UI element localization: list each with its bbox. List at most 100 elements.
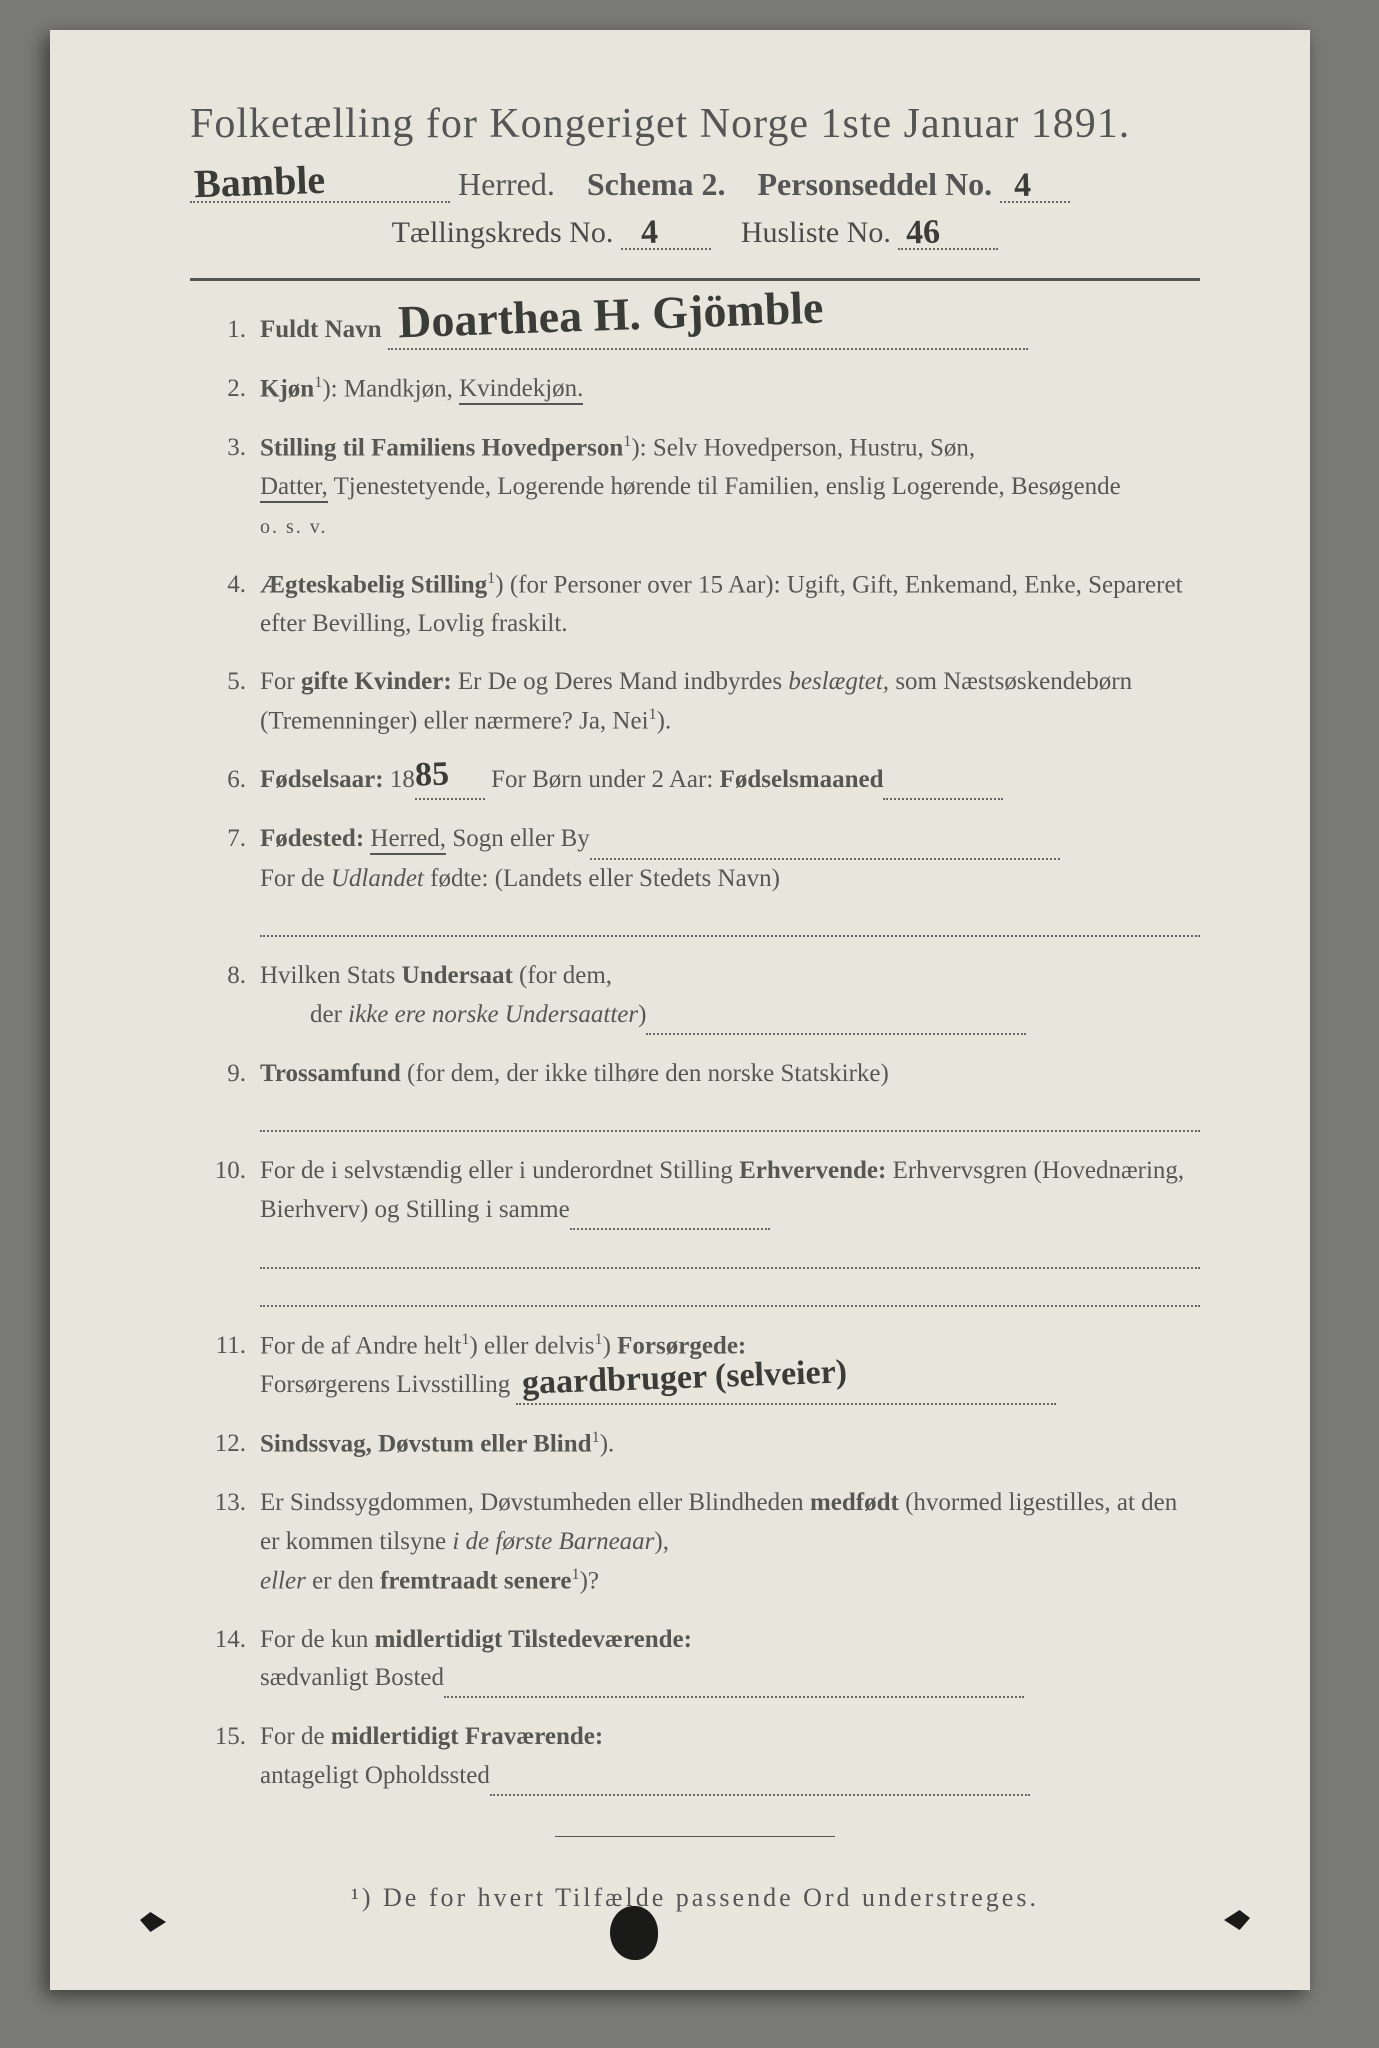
tros-body: (for dem, der ikke tilhøre den norske St… bbox=[401, 1060, 889, 1087]
herred-label: Herred. bbox=[458, 166, 555, 202]
kjon-kvinde-selected: Kvindekjøn. bbox=[459, 375, 583, 405]
header-line-2: Tællingskreds No. 4 Husliste No. 46 bbox=[190, 215, 1200, 250]
q13-g: fremtraadt senere bbox=[380, 1567, 571, 1594]
stilling-options-b: Tjenestetyende, Logerende hørende til Fa… bbox=[328, 473, 1121, 500]
item-body: Trossamfund (for dem, der ikke tilhøre d… bbox=[260, 1055, 1200, 1133]
item-number: 8. bbox=[190, 957, 260, 1035]
q15-c: antageligt Opholdssted bbox=[260, 1762, 490, 1789]
fodested-field bbox=[590, 835, 1060, 860]
erhv-field-1 bbox=[570, 1205, 770, 1230]
fuldt-navn-handwriting: Doarthea H. Gjömble bbox=[397, 271, 825, 357]
census-form-page: Folketælling for Kongeriget Norge 1ste J… bbox=[50, 30, 1310, 1990]
item-8: 8. Hvilken Stats Undersaat (for dem, der… bbox=[190, 957, 1200, 1035]
item-15: 15. For de midlertidigt Fraværende: anta… bbox=[190, 1718, 1200, 1796]
item-body: For de i selvstændig eller i underordnet… bbox=[260, 1152, 1200, 1307]
erhv-b: Erhvervende: bbox=[739, 1157, 886, 1184]
fodested-l2b: fødte: (Landets eller Stedets Navn) bbox=[424, 865, 780, 892]
footnote-text: De for hvert Tilfælde passende Ord under… bbox=[383, 1883, 1039, 1912]
item-number: 6. bbox=[190, 761, 260, 800]
husliste-field: 46 bbox=[898, 215, 998, 250]
gifte-a: For bbox=[260, 668, 301, 695]
fodested-label: Fødested: bbox=[260, 825, 364, 852]
q13-a: Er Sindssygdommen, Døvstumheden eller Bl… bbox=[260, 1489, 810, 1516]
item-7: 7. Fødested: Herred, Sogn eller By For d… bbox=[190, 820, 1200, 937]
kjon-mand: Mandkjøn, bbox=[344, 375, 453, 402]
item-4: 4. Ægteskabelig Stilling1) (for Personer… bbox=[190, 566, 1200, 644]
item-number: 5. bbox=[190, 663, 260, 741]
erhv-field-2 bbox=[260, 1244, 1200, 1269]
page-title: Folketælling for Kongeriget Norge 1ste J… bbox=[190, 100, 1200, 148]
item-body: For de af Andre helt1) eller delvis1) Fo… bbox=[260, 1327, 1200, 1405]
fuldt-navn-label: Fuldt Navn bbox=[260, 316, 382, 343]
fodsaar-post: For Børn under 2 Aar: bbox=[485, 766, 720, 793]
questions-list: 1. Fuldt Navn Doarthea H. Gjömble 2. Kjø… bbox=[190, 311, 1200, 1796]
kreds-field: 4 bbox=[621, 215, 711, 250]
stilling-options-a: Selv Hovedperson, Hustru, Søn, bbox=[653, 434, 975, 461]
q13-d: ), bbox=[654, 1528, 669, 1555]
paper-tear-right bbox=[1224, 1910, 1250, 1930]
herred-handwriting: Bamble bbox=[193, 156, 326, 208]
gifte-i: beslægtet, bbox=[788, 668, 889, 695]
kreds-label: Tællingskreds No. bbox=[392, 216, 614, 249]
item-body: Stilling til Familiens Hovedperson1): Se… bbox=[260, 429, 1200, 546]
fodested-l2i: Udlandet bbox=[331, 865, 424, 892]
item-number: 9. bbox=[190, 1055, 260, 1133]
item-12: 12. Sindssvag, Døvstum eller Blind1). bbox=[190, 1425, 1200, 1464]
gifte-b: gifte Kvinder: bbox=[301, 668, 452, 695]
fodsmnd-label: Fødselsmaaned bbox=[720, 766, 884, 793]
item-number: 14. bbox=[190, 1621, 260, 1699]
personseddel-field: 4 bbox=[1000, 166, 1070, 203]
fors-handwriting: gaardbruger (selveier) bbox=[522, 1347, 849, 1411]
stilling-label: Stilling til Familiens Hovedperson bbox=[260, 434, 623, 461]
item-number: 10. bbox=[190, 1152, 260, 1307]
item-9: 9. Trossamfund (for dem, der ikke tilhør… bbox=[190, 1055, 1200, 1133]
fuldt-navn-field: Doarthea H. Gjömble bbox=[388, 320, 1028, 350]
q14-field bbox=[444, 1674, 1024, 1699]
item-body: For de kun midlertidigt Tilstedeværende:… bbox=[260, 1621, 1200, 1699]
stilling-datter-selected: Datter, bbox=[260, 473, 328, 503]
stilling-osv: o. s. v. bbox=[260, 516, 327, 538]
item-body: Kjøn1): Mandkjøn, Kvindekjøn. bbox=[260, 370, 1200, 409]
q13-i: i de første Barneaar bbox=[452, 1528, 654, 1555]
item-number: 13. bbox=[190, 1484, 260, 1601]
item-body: Fuldt Navn Doarthea H. Gjömble bbox=[260, 311, 1200, 350]
item-3: 3. Stilling til Familiens Hovedperson1):… bbox=[190, 429, 1200, 546]
husliste-handwriting: 46 bbox=[906, 214, 941, 253]
fodsaar-field: 85 bbox=[415, 771, 485, 801]
sind-label: Sindssvag, Døvstum eller Blind bbox=[260, 1430, 592, 1457]
item-14: 14. For de kun midlertidigt Tilstedevære… bbox=[190, 1621, 1200, 1699]
herred-field: Bamble bbox=[190, 166, 450, 203]
item-body: Hvilken Stats Undersaat (for dem, der ik… bbox=[260, 957, 1200, 1035]
footnote-mark: ¹) bbox=[351, 1883, 373, 1912]
item-body: Fødselsaar: 1885 For Børn under 2 Aar: F… bbox=[260, 761, 1200, 800]
item-body: Sindssvag, Døvstum eller Blind1). bbox=[260, 1425, 1200, 1464]
q13-b: medfødt bbox=[810, 1489, 899, 1516]
q14-b: midlertidigt Tilstedeværende: bbox=[375, 1626, 692, 1653]
item-body: Er Sindssygdommen, Døvstumheden eller Bl… bbox=[260, 1484, 1200, 1601]
item-number: 1. bbox=[190, 311, 260, 350]
item-number: 4. bbox=[190, 566, 260, 644]
item-number: 3. bbox=[190, 429, 260, 546]
undersaat-i: ikke ere norske Undersaatter bbox=[348, 1001, 638, 1028]
q14-a: For de kun bbox=[260, 1626, 375, 1653]
item-number: 11. bbox=[190, 1327, 260, 1405]
item-10: 10. For de i selvstændig eller i underor… bbox=[190, 1152, 1200, 1307]
item-number: 7. bbox=[190, 820, 260, 937]
item-body: Fødested: Herred, Sogn eller By For de U… bbox=[260, 820, 1200, 937]
item-number: 12. bbox=[190, 1425, 260, 1464]
fodsaar-18: 18 bbox=[384, 766, 415, 793]
undersaat-a: Hvilken Stats bbox=[260, 962, 402, 989]
fors-a: For de af Andre helt bbox=[260, 1333, 461, 1360]
q15-field bbox=[490, 1771, 1030, 1796]
tros-field bbox=[260, 1108, 1200, 1133]
paper-hole bbox=[610, 1906, 658, 1960]
item-1: 1. Fuldt Navn Doarthea H. Gjömble bbox=[190, 311, 1200, 350]
footnote-divider bbox=[555, 1836, 835, 1837]
undersaat-d: der bbox=[310, 1001, 348, 1028]
fodsaar-handwriting: 85 bbox=[414, 749, 450, 803]
undersaat-field bbox=[646, 1010, 1026, 1035]
item-body: For de midlertidigt Fraværende: antageli… bbox=[260, 1718, 1200, 1796]
fodested-herred-selected: Herred, bbox=[370, 825, 446, 855]
kjon-label: Kjøn bbox=[260, 375, 314, 402]
item-number: 2. bbox=[190, 370, 260, 409]
